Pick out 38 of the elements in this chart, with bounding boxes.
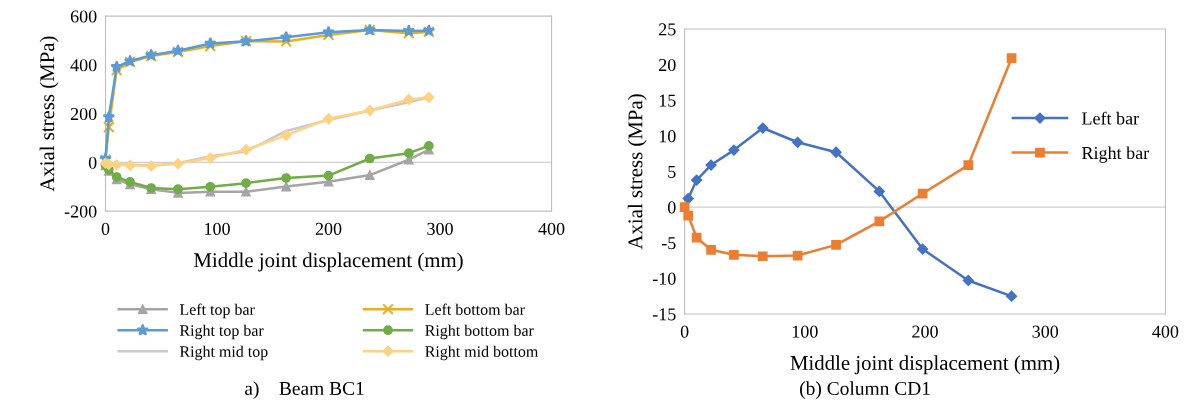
legend-label: Right mid bottom (425, 345, 539, 361)
y-tick-label: 400 (70, 59, 97, 72)
legend-label: Right bar (1082, 146, 1150, 163)
y-axis-title: Axial stress (MPa) (39, 36, 59, 192)
y-tick-label: 600 (70, 10, 97, 23)
x-tick-label: 200 (912, 325, 938, 338)
x-tick-label: 400 (1152, 325, 1179, 338)
x-tick-label: 100 (205, 222, 230, 235)
text: (b) Column CD1 (800, 381, 930, 399)
y-tick-label: 15 (659, 94, 676, 107)
x-tick-label: 300 (1032, 325, 1059, 338)
x-tick-label: 400 (538, 222, 565, 235)
legend-label: Right bottom bar (425, 324, 534, 340)
x-axis-title: Middle joint displacement (mm) (790, 355, 1060, 375)
y-tick-label: 5 (668, 165, 676, 178)
legend-label: Right top bar (179, 324, 264, 340)
y-tick-label: 20 (659, 58, 676, 72)
text: a) Beam BC1 (245, 381, 364, 399)
x-tick-label: 0 (101, 222, 110, 235)
x-axis-title: Middle joint displacement (mm) (194, 252, 463, 272)
y-axis-title: Axial stress (MPa) (627, 94, 647, 250)
y-tick-label: -10 (652, 272, 676, 285)
legend-label: Left bar (1082, 111, 1139, 125)
y-tick-label: 0 (88, 156, 97, 169)
legend-label: Right mid top (179, 345, 268, 361)
y-tick-label: -15 (652, 308, 676, 321)
x-tick-label: 200 (315, 222, 342, 235)
x-tick-label: 300 (427, 222, 453, 235)
legend-label: Left top bar (179, 303, 255, 319)
x-tick-label: 0 (680, 325, 689, 338)
x-tick-label: 100 (792, 325, 818, 338)
y-tick-label: 10 (659, 130, 676, 143)
y-tick-label: -5 (661, 237, 676, 250)
legend-label: Left bottom bar (425, 303, 525, 315)
y-tick-label: 25 (659, 23, 676, 36)
y-tick-label: -200 (64, 205, 97, 218)
y-tick-label: 200 (70, 107, 97, 121)
y-tick-label: 0 (667, 201, 676, 214)
